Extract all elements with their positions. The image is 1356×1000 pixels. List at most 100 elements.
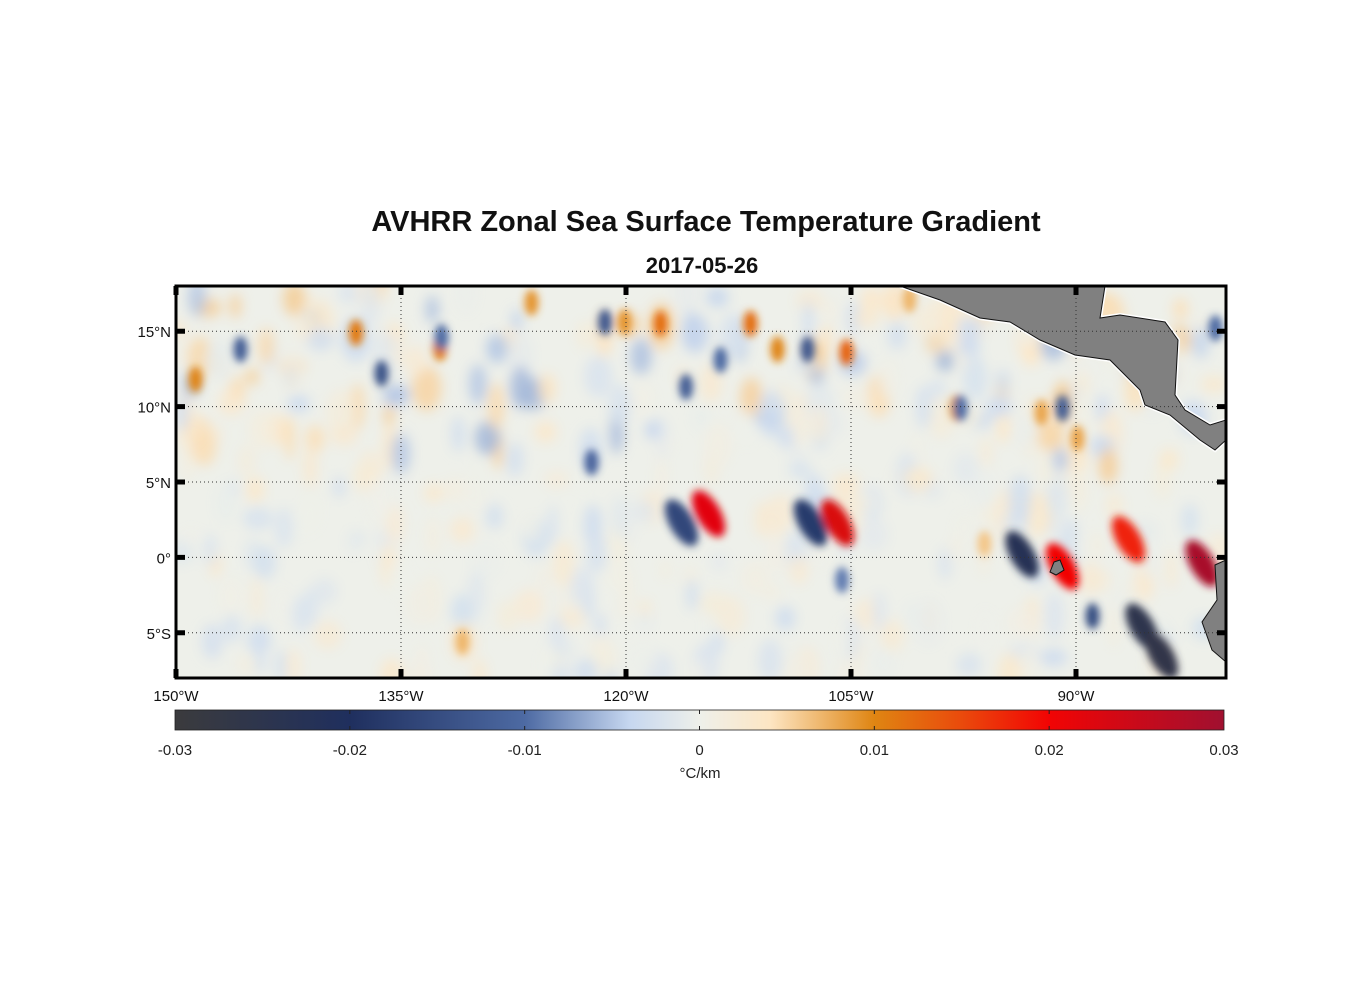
noise-patch	[247, 409, 277, 450]
noise-patch	[872, 648, 895, 678]
noise-patch	[1159, 448, 1179, 471]
noise-patch	[1153, 460, 1172, 500]
noise-patch	[947, 317, 960, 356]
noise-patch	[1012, 415, 1037, 448]
noise-patch	[242, 507, 273, 531]
noise-patch	[283, 286, 306, 316]
noise-patch	[699, 364, 723, 403]
noise-patch	[994, 369, 1011, 396]
noise-patch	[904, 466, 933, 492]
noise-patch	[486, 333, 509, 364]
noise-patch	[287, 395, 310, 412]
noise-patch	[654, 456, 668, 500]
noise-patch	[686, 578, 698, 611]
noise-patch	[205, 339, 233, 381]
noise-patch	[794, 355, 818, 373]
noise-patch	[962, 355, 988, 401]
noise-patch	[535, 565, 553, 594]
noise-patch	[608, 383, 632, 426]
noise-patch	[1191, 326, 1210, 359]
noise-patch	[423, 483, 443, 503]
noise-patch	[704, 610, 715, 645]
noise-patch	[611, 495, 625, 538]
noise-patch	[1105, 491, 1124, 520]
noise-patch	[789, 555, 809, 585]
noise-patch	[985, 470, 996, 492]
noise-patch	[305, 425, 325, 453]
noise-patch	[692, 404, 710, 431]
gradient-feature	[1085, 603, 1100, 630]
noise-patch	[997, 653, 1022, 678]
noise-patch	[657, 417, 668, 463]
noise-patch	[506, 442, 524, 477]
noise-patch	[285, 648, 301, 678]
colorbar-label: °C/km	[680, 765, 721, 782]
colorbar-tick-label: -0.03	[158, 742, 192, 759]
noise-patch	[872, 591, 886, 632]
noise-patch	[1172, 298, 1189, 321]
noise-patch	[954, 512, 975, 541]
noise-patch	[360, 286, 381, 326]
noise-patch	[842, 387, 871, 410]
noise-patch	[757, 390, 786, 438]
noise-patch	[716, 596, 746, 637]
noise-patch	[1070, 467, 1088, 513]
y-tick-label: 10°N	[137, 400, 171, 417]
noise-patch	[956, 318, 984, 337]
noise-patch	[245, 476, 265, 503]
gradient-feature	[820, 499, 855, 547]
noise-patch	[672, 286, 702, 315]
noise-patch	[775, 606, 795, 631]
noise-patch	[718, 313, 748, 358]
noise-patch	[860, 287, 882, 315]
x-tick-label: 105°W	[828, 688, 874, 705]
noise-patch	[949, 535, 962, 562]
noise-patch	[254, 654, 267, 673]
noise-patch	[507, 332, 533, 379]
noise-patch	[638, 599, 652, 617]
noise-patch	[711, 552, 728, 572]
noise-patch	[784, 653, 807, 678]
noise-patch	[346, 530, 361, 556]
colorbar-tick-label: 0.02	[1035, 742, 1064, 759]
land-galapagos	[1049, 559, 1065, 576]
gridlines	[176, 286, 1226, 678]
noise-patch	[425, 516, 441, 556]
noise-patch	[238, 445, 256, 477]
noise-patch	[414, 643, 430, 678]
colorbar-tick-label: 0.03	[1209, 742, 1238, 759]
noise-patch	[852, 309, 880, 328]
noise-patch	[425, 295, 439, 324]
noise-patch	[586, 532, 607, 574]
noise-patch	[1006, 606, 1037, 639]
noise-patch	[627, 382, 655, 417]
y-tick-label: 5°S	[147, 626, 171, 643]
field-features	[188, 286, 1223, 678]
noise-patch	[925, 330, 947, 355]
noise-patch	[1098, 448, 1118, 484]
noise-patch	[475, 547, 502, 573]
noise-patch	[737, 411, 757, 447]
noise-patch	[544, 470, 570, 488]
noise-patch	[590, 632, 610, 652]
noise-patch	[449, 516, 475, 543]
noise-patch	[253, 545, 277, 579]
noise-patch	[1052, 447, 1069, 473]
noise-patch	[569, 566, 594, 606]
noise-patch	[300, 493, 321, 533]
noise-patch	[681, 314, 709, 353]
x-tick-label: 120°W	[603, 688, 649, 705]
gradient-feature	[455, 628, 470, 655]
gradient-feature	[953, 395, 968, 422]
noise-patch	[380, 658, 404, 678]
noise-patch	[1038, 449, 1055, 488]
noise-patch	[468, 363, 487, 405]
gradient-feature	[977, 530, 992, 557]
y-tick-label: 0°	[157, 550, 171, 567]
gradient-feature	[374, 360, 389, 387]
noise-patch	[247, 625, 272, 655]
noise-patch	[191, 428, 217, 466]
noise-patch	[412, 365, 442, 411]
noise-patch	[996, 409, 1011, 444]
